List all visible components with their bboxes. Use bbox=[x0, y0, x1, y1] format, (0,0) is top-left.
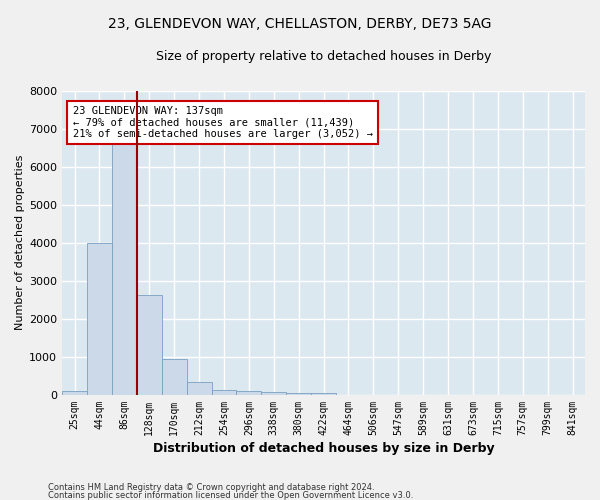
Text: 23, GLENDEVON WAY, CHELLASTON, DERBY, DE73 5AG: 23, GLENDEVON WAY, CHELLASTON, DERBY, DE… bbox=[108, 18, 492, 32]
Bar bbox=[262, 392, 286, 395]
Bar bbox=[62, 391, 87, 395]
Bar bbox=[212, 390, 236, 395]
Text: Contains public sector information licensed under the Open Government Licence v3: Contains public sector information licen… bbox=[48, 491, 413, 500]
Bar bbox=[236, 391, 262, 395]
X-axis label: Distribution of detached houses by size in Derby: Distribution of detached houses by size … bbox=[153, 442, 494, 455]
Bar bbox=[137, 296, 162, 395]
Y-axis label: Number of detached properties: Number of detached properties bbox=[15, 155, 25, 330]
Bar bbox=[187, 382, 212, 395]
Bar bbox=[286, 393, 311, 395]
Bar bbox=[311, 393, 336, 395]
Bar bbox=[162, 359, 187, 395]
Bar bbox=[87, 243, 112, 395]
Text: 23 GLENDEVON WAY: 137sqm
← 79% of detached houses are smaller (11,439)
21% of se: 23 GLENDEVON WAY: 137sqm ← 79% of detach… bbox=[73, 106, 373, 139]
Bar bbox=[112, 143, 137, 395]
Text: Contains HM Land Registry data © Crown copyright and database right 2024.: Contains HM Land Registry data © Crown c… bbox=[48, 484, 374, 492]
Title: Size of property relative to detached houses in Derby: Size of property relative to detached ho… bbox=[156, 50, 491, 63]
